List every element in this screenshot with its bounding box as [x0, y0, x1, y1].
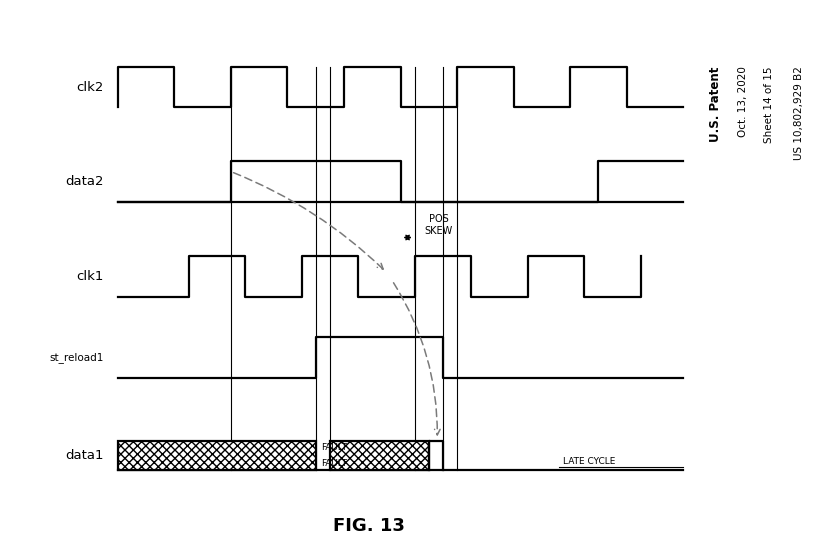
Text: POS
SKEW: POS SKEW: [423, 214, 452, 236]
Text: U.S. Patent: U.S. Patent: [708, 66, 722, 142]
Text: Oct. 13, 2020: Oct. 13, 2020: [737, 66, 747, 137]
Bar: [329, 441, 428, 470]
Text: US 10,802,929 B2: US 10,802,929 B2: [794, 66, 803, 160]
Text: data1: data1: [66, 449, 104, 462]
Text: st_reload1: st_reload1: [49, 352, 104, 363]
Text: clk1: clk1: [76, 270, 104, 283]
Text: data2: data2: [66, 176, 104, 188]
Bar: [118, 441, 315, 470]
Text: clk2: clk2: [76, 81, 104, 94]
Text: FAULT: FAULT: [321, 443, 347, 452]
Text: Sheet 14 of 15: Sheet 14 of 15: [763, 66, 773, 143]
Text: FAULT: FAULT: [321, 459, 347, 468]
Text: LATE CYCLE: LATE CYCLE: [563, 457, 615, 466]
Text: FIG. 13: FIG. 13: [333, 517, 405, 535]
